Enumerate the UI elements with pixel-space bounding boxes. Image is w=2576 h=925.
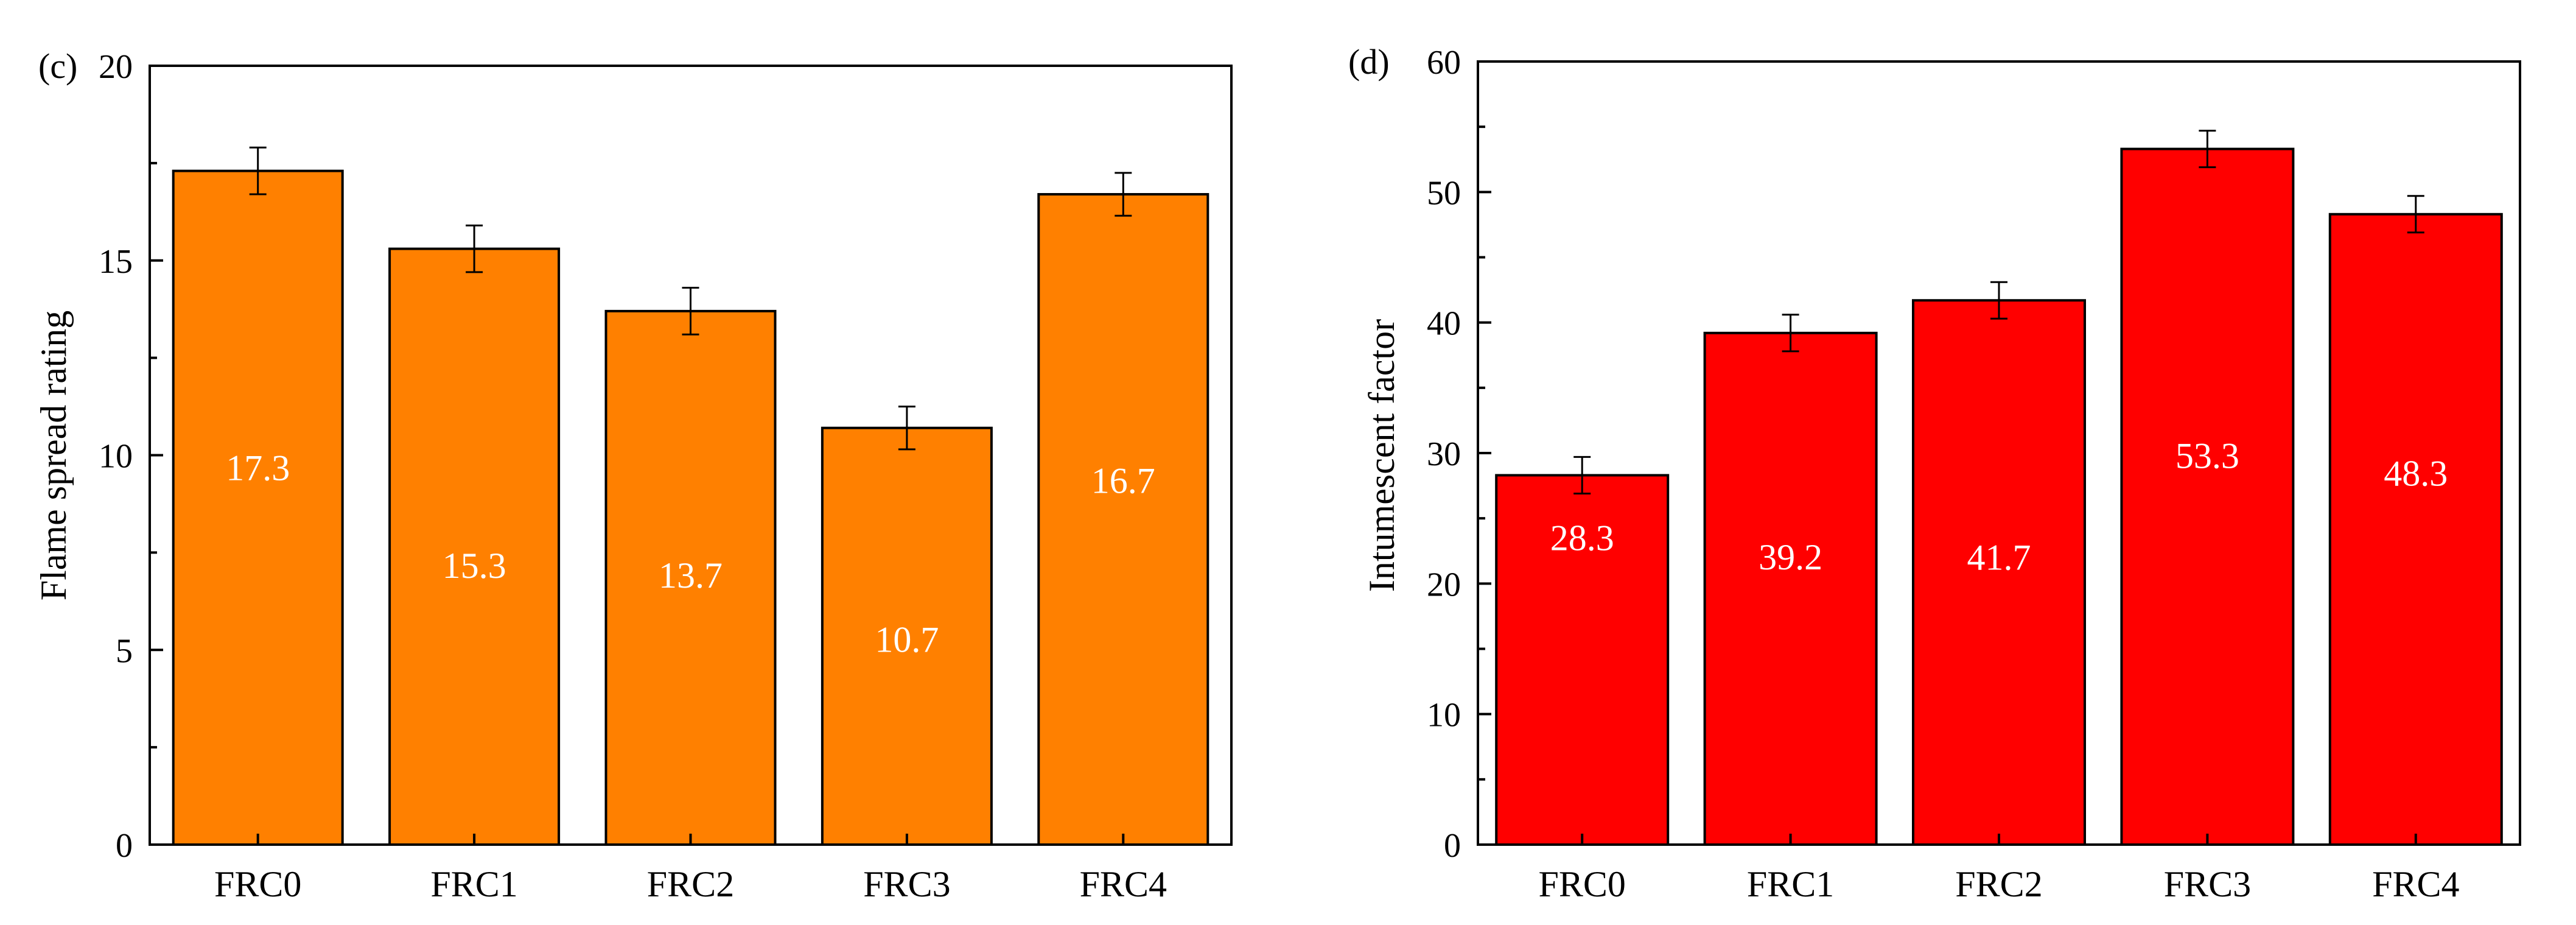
x-tick-label: FRC4 <box>1080 864 1167 904</box>
y-tick-label: 60 <box>1427 44 1461 82</box>
y-tick-label: 20 <box>99 48 133 86</box>
y-tick-label: 20 <box>1427 566 1461 603</box>
error-bar-frc3 <box>2199 130 2216 169</box>
error-bar-frc4 <box>1115 172 1132 217</box>
x-tick-label: FRC3 <box>863 864 950 904</box>
y-tick-label: 5 <box>116 632 133 670</box>
data-label: 16.7 <box>1091 461 1155 501</box>
x-tick-label: FRC1 <box>1747 864 1834 904</box>
data-label: 13.7 <box>659 555 723 596</box>
bar-frc2 <box>604 309 777 846</box>
error-bar-frc4 <box>2407 195 2424 234</box>
bar-frc0 <box>172 169 344 846</box>
error-bar-frc0 <box>249 146 267 195</box>
x-tick-label: FRC0 <box>1538 864 1625 904</box>
data-label: 10.7 <box>875 620 939 660</box>
error-bar-frc2 <box>1990 281 2007 320</box>
y-tick-label: 0 <box>116 827 133 865</box>
x-tick-label: FRC3 <box>2164 864 2251 904</box>
y-tick-label: 15 <box>99 243 133 281</box>
y-tick-label: 30 <box>1427 435 1461 473</box>
bar-frc2 <box>1912 299 2086 846</box>
y-tick-label: 40 <box>1427 305 1461 343</box>
x-tick-label: FRC2 <box>647 864 734 904</box>
bar-frc4 <box>2328 213 2503 846</box>
bar-frc0 <box>1495 474 1670 846</box>
x-tick-label: FRC2 <box>1955 864 2042 904</box>
bar-frc1 <box>1703 331 1878 846</box>
data-label: 17.3 <box>226 448 290 488</box>
data-label: 39.2 <box>1759 537 1822 577</box>
panel-label: (c) <box>38 46 77 86</box>
y-axis-label: Flame spread rating <box>33 311 74 601</box>
error-bar-frc1 <box>1782 314 1799 353</box>
bar-frc1 <box>388 247 561 846</box>
error-bar-frc1 <box>466 224 483 273</box>
data-label: 15.3 <box>443 546 506 586</box>
data-label: 28.3 <box>1550 518 1614 558</box>
x-tick-label: FRC1 <box>430 864 517 904</box>
x-tick-label: FRC0 <box>214 864 301 904</box>
y-tick-label: 10 <box>99 438 133 476</box>
error-bar-frc0 <box>1573 455 1591 494</box>
bar-frc3 <box>2120 147 2295 846</box>
bar-frc4 <box>1037 193 1209 846</box>
data-label: 48.3 <box>2384 454 2448 494</box>
data-label: 53.3 <box>2175 436 2239 476</box>
chart-panel-1: 17.3 FRC0 15.3 FRC1 13.7 FRC2 10.7 FRC3 16.7 FRC4… <box>33 46 1233 904</box>
error-bar-frc2 <box>682 287 699 336</box>
error-bar-frc3 <box>898 406 915 451</box>
chart-panel-2: 28.3 FRC0 39.2 FRC1 41.7 FRC2 53.3 FRC3 48.3 FRC4… <box>1348 42 2521 904</box>
x-tick-label: FRC4 <box>2372 864 2459 904</box>
y-tick-label: 10 <box>1427 697 1461 734</box>
y-axis-label: Intumescent factor <box>1362 319 1402 592</box>
y-tick-label: 50 <box>1427 174 1461 212</box>
data-label: 41.7 <box>1967 537 2031 577</box>
y-tick-label: 0 <box>1444 827 1461 865</box>
panel-label: (d) <box>1348 42 1390 82</box>
